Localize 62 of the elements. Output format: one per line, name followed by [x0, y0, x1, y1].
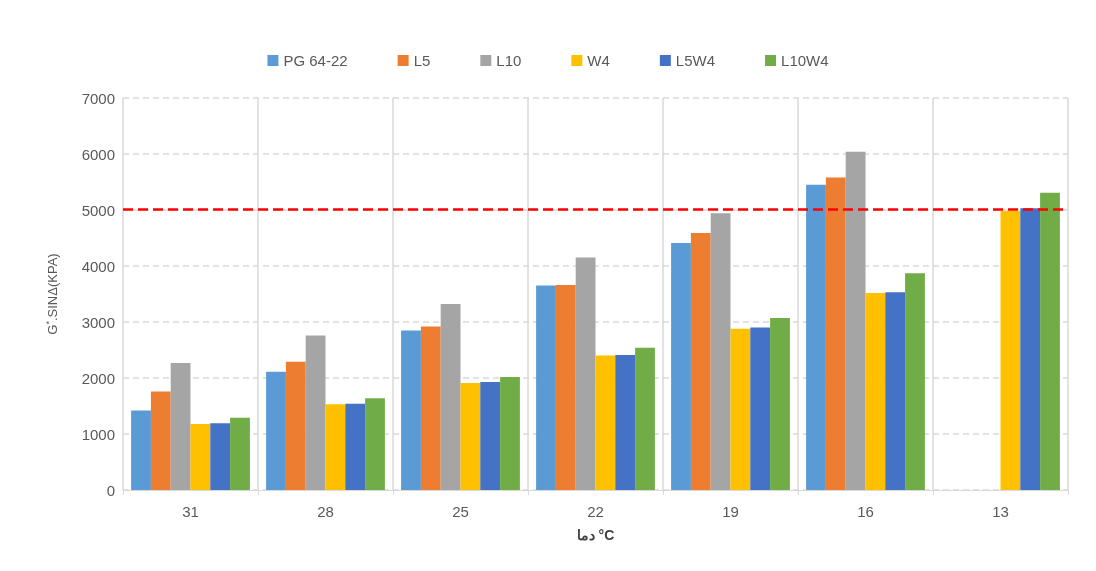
bar [266, 371, 286, 490]
bar [536, 285, 556, 490]
bar [480, 381, 501, 490]
bar [1040, 192, 1060, 490]
bar [170, 362, 191, 490]
x-tick-label: 19 [722, 503, 739, 520]
legend-label: L10 [496, 52, 522, 69]
bar [595, 355, 616, 490]
bar [420, 326, 441, 490]
bar [325, 404, 346, 490]
legend-label: L5W4 [675, 52, 716, 69]
x-tick-label: 16 [857, 503, 874, 520]
y-tick-label: 7000 [81, 89, 115, 107]
y-axis-title: G*.SINΔ(KPA) [43, 253, 60, 335]
bar [730, 328, 751, 490]
bar [615, 355, 636, 490]
bar [500, 376, 520, 490]
bar [230, 417, 250, 490]
legend-label: W4 [587, 52, 610, 69]
bar [690, 232, 711, 490]
bar [575, 257, 596, 490]
bar [710, 213, 731, 490]
y-tick-label: 0 [106, 481, 115, 499]
bar [555, 285, 576, 490]
bar [825, 177, 846, 490]
bar [671, 243, 691, 490]
bar [210, 423, 231, 490]
bar [770, 318, 790, 490]
bar [905, 273, 925, 490]
bar [131, 410, 151, 490]
x-tick-label: 25 [452, 503, 469, 520]
bar [1000, 211, 1021, 490]
y-tick-label: 2000 [81, 369, 115, 387]
legend-label: L5 [413, 52, 431, 69]
x-tick-label: 28 [317, 503, 334, 520]
bar [440, 304, 461, 490]
bar [865, 292, 886, 490]
y-tick-label: 3000 [81, 313, 115, 331]
x-tick-label: 31 [182, 503, 199, 520]
x-tick-label: 13 [992, 503, 1009, 520]
bar [150, 391, 171, 490]
bar [285, 361, 306, 490]
bar [750, 327, 771, 490]
legend-label: PG 64-22 [283, 52, 348, 69]
y-tick-label: 6000 [81, 145, 115, 163]
bar [635, 347, 655, 490]
y-tick-label: 5000 [81, 201, 115, 219]
bar [401, 330, 421, 490]
y-tick-label: 1000 [81, 425, 115, 443]
bar [345, 403, 366, 490]
bar [460, 383, 481, 490]
bar [1020, 208, 1041, 490]
x-axis-title: دما °C [576, 527, 615, 543]
bar [845, 151, 866, 490]
y-tick-label: 4000 [81, 257, 115, 275]
x-tick-label: 22 [587, 503, 604, 520]
bar [885, 292, 906, 490]
bar [190, 423, 211, 490]
bar [365, 398, 385, 490]
bar [806, 184, 826, 490]
bar [305, 335, 326, 490]
legend-label: L10W4 [781, 52, 829, 69]
